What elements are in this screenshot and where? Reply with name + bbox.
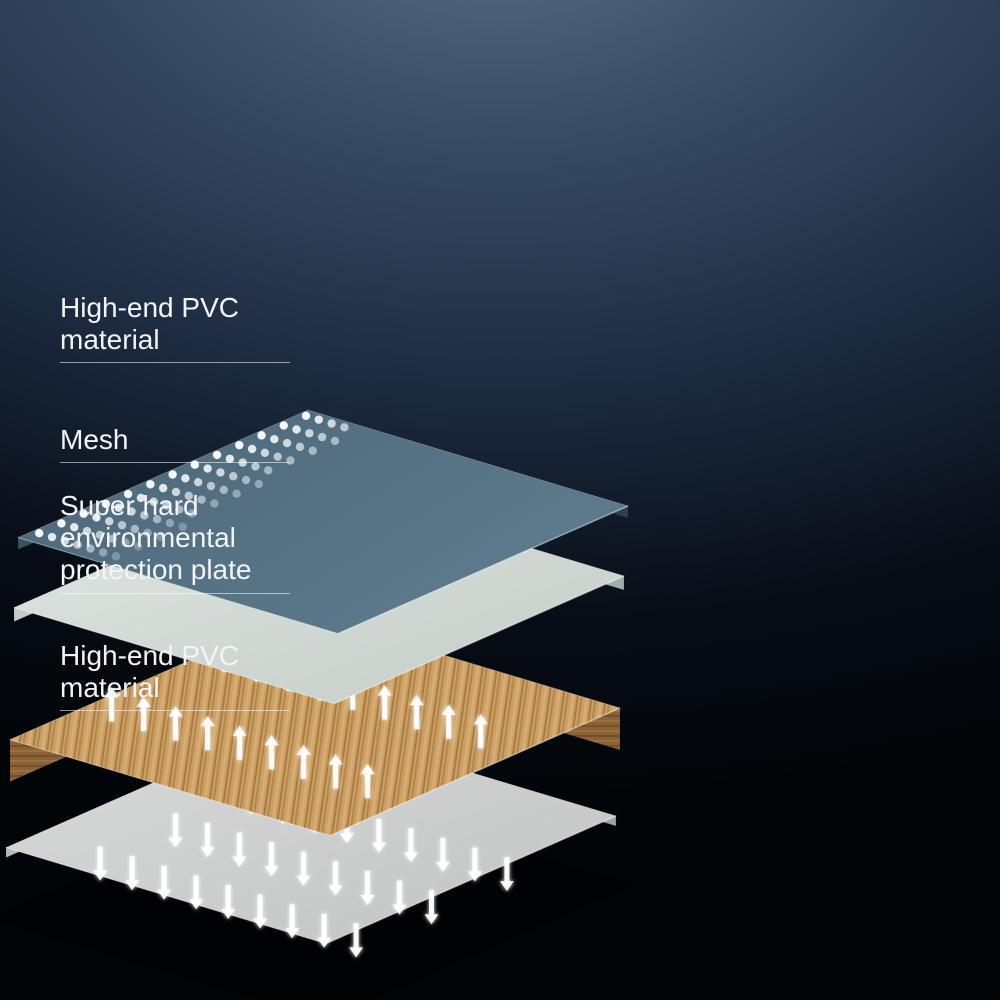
diagram-stage: High-end PVC material Mesh Super hard envi… [0, 0, 1000, 1000]
label-underline [60, 710, 290, 711]
label-text: High-end PVC material [60, 640, 239, 703]
label-text: Mesh [60, 424, 128, 455]
label-l3: Super hard environmental protection plat… [60, 490, 290, 594]
label-l2: Mesh [60, 424, 290, 463]
label-underline [60, 362, 290, 363]
label-underline [60, 593, 290, 594]
label-l1: High-end PVC material [60, 292, 290, 363]
label-text: High-end PVC material [60, 292, 239, 355]
label-l4: High-end PVC material [60, 640, 290, 711]
label-underline [60, 462, 290, 463]
label-text: Super hard environmental protection plat… [60, 490, 251, 585]
